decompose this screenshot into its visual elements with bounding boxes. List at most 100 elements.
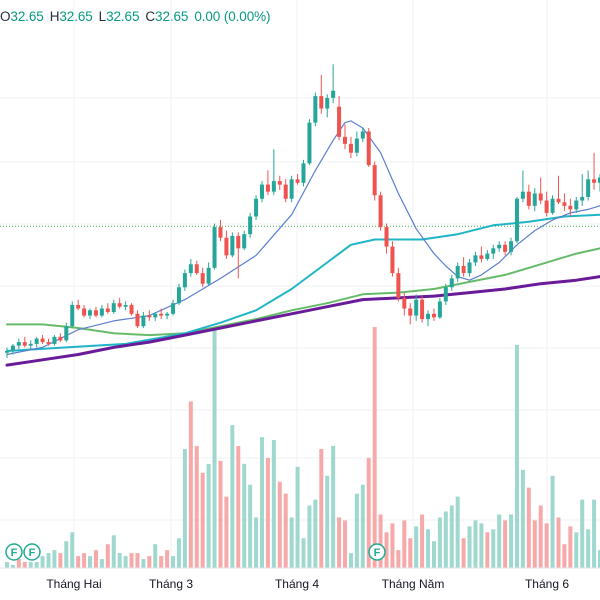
candle bbox=[259, 181, 264, 203]
candle bbox=[182, 269, 187, 291]
candle-body bbox=[372, 165, 377, 196]
candle bbox=[135, 310, 140, 328]
candle-body bbox=[289, 179, 294, 199]
volume-bar bbox=[230, 425, 235, 568]
candle bbox=[40, 335, 45, 344]
volume-bar bbox=[206, 463, 211, 568]
candle-body bbox=[188, 264, 193, 274]
candle-body bbox=[449, 278, 454, 288]
x-tick-label: Tháng 4 bbox=[275, 577, 319, 591]
candle-body bbox=[384, 227, 389, 247]
volume-bar bbox=[259, 437, 264, 568]
candle-body bbox=[402, 297, 407, 309]
change-value: 0.00 (0.00%) bbox=[194, 9, 271, 24]
candle bbox=[111, 299, 116, 314]
volume-bar bbox=[188, 401, 193, 568]
candle bbox=[76, 299, 81, 311]
candle-body bbox=[218, 227, 223, 238]
candle bbox=[206, 262, 211, 286]
candle bbox=[390, 241, 395, 277]
volume-bar bbox=[455, 496, 460, 568]
volume-bar bbox=[93, 550, 98, 568]
event-marker-icon: F bbox=[23, 543, 41, 561]
candle bbox=[46, 338, 51, 346]
volume-bar bbox=[354, 493, 359, 568]
candle-body bbox=[509, 241, 514, 252]
candle bbox=[586, 170, 591, 201]
candle-body bbox=[479, 255, 484, 259]
candle-body bbox=[414, 299, 419, 316]
close-label: C bbox=[145, 9, 156, 24]
candle bbox=[22, 336, 27, 348]
candle bbox=[461, 257, 466, 277]
candle-body bbox=[206, 267, 211, 284]
candle-body bbox=[194, 264, 199, 274]
volume-bar bbox=[99, 559, 104, 568]
candle bbox=[509, 237, 514, 256]
candle bbox=[354, 131, 359, 157]
candle bbox=[93, 306, 98, 318]
candle bbox=[343, 124, 348, 150]
candle-body bbox=[598, 177, 600, 183]
candle-body bbox=[271, 181, 276, 192]
candle bbox=[574, 196, 579, 213]
volume-bar bbox=[509, 514, 514, 568]
candle-body bbox=[592, 179, 597, 183]
candle bbox=[141, 312, 146, 328]
candle bbox=[88, 308, 93, 320]
candle-body bbox=[514, 198, 519, 242]
volume-bar bbox=[420, 514, 425, 568]
volume-bar bbox=[34, 562, 39, 568]
candle-body bbox=[378, 195, 383, 228]
candle-body bbox=[295, 179, 300, 183]
candle bbox=[188, 258, 193, 277]
volume-bar bbox=[343, 520, 348, 568]
candle-layer bbox=[5, 64, 600, 359]
candle-body bbox=[129, 304, 134, 314]
volume-bar bbox=[212, 327, 217, 568]
candle-body bbox=[301, 163, 306, 183]
candle bbox=[129, 303, 134, 316]
candle-body bbox=[562, 202, 567, 206]
volume-layer bbox=[5, 327, 600, 568]
candle-body bbox=[473, 255, 478, 263]
candle-body bbox=[212, 227, 217, 268]
candle bbox=[568, 198, 573, 217]
candle-body bbox=[580, 196, 585, 201]
candle-body bbox=[99, 308, 104, 316]
candle bbox=[16, 338, 21, 350]
candle bbox=[289, 175, 294, 203]
candle bbox=[236, 232, 241, 279]
volume-bar bbox=[200, 472, 205, 568]
candle-body bbox=[224, 237, 229, 256]
candle bbox=[271, 149, 276, 196]
candle bbox=[224, 230, 229, 259]
candle-body bbox=[408, 308, 413, 316]
volume-bar bbox=[532, 520, 537, 568]
volume-bar bbox=[467, 526, 472, 568]
candle bbox=[82, 304, 87, 318]
volume-bar bbox=[503, 520, 508, 568]
candle-body bbox=[526, 191, 531, 206]
candle-body bbox=[348, 143, 353, 153]
candle bbox=[171, 299, 176, 316]
volume-bar bbox=[372, 327, 377, 568]
candle bbox=[431, 308, 436, 321]
candle-body bbox=[544, 200, 549, 213]
candle-body bbox=[254, 198, 259, 217]
candle-body bbox=[390, 246, 395, 274]
candle-body bbox=[343, 136, 348, 144]
volume-bar bbox=[366, 457, 371, 568]
low-value: 32.65 bbox=[106, 9, 140, 24]
grid-layer bbox=[0, 0, 600, 568]
candle-body bbox=[497, 244, 502, 249]
candle bbox=[99, 304, 104, 318]
candle-body bbox=[467, 262, 472, 274]
candle bbox=[147, 310, 152, 321]
volume-bar bbox=[5, 562, 9, 568]
candle-body bbox=[46, 342, 51, 344]
event-marker-icon: F bbox=[5, 543, 23, 561]
